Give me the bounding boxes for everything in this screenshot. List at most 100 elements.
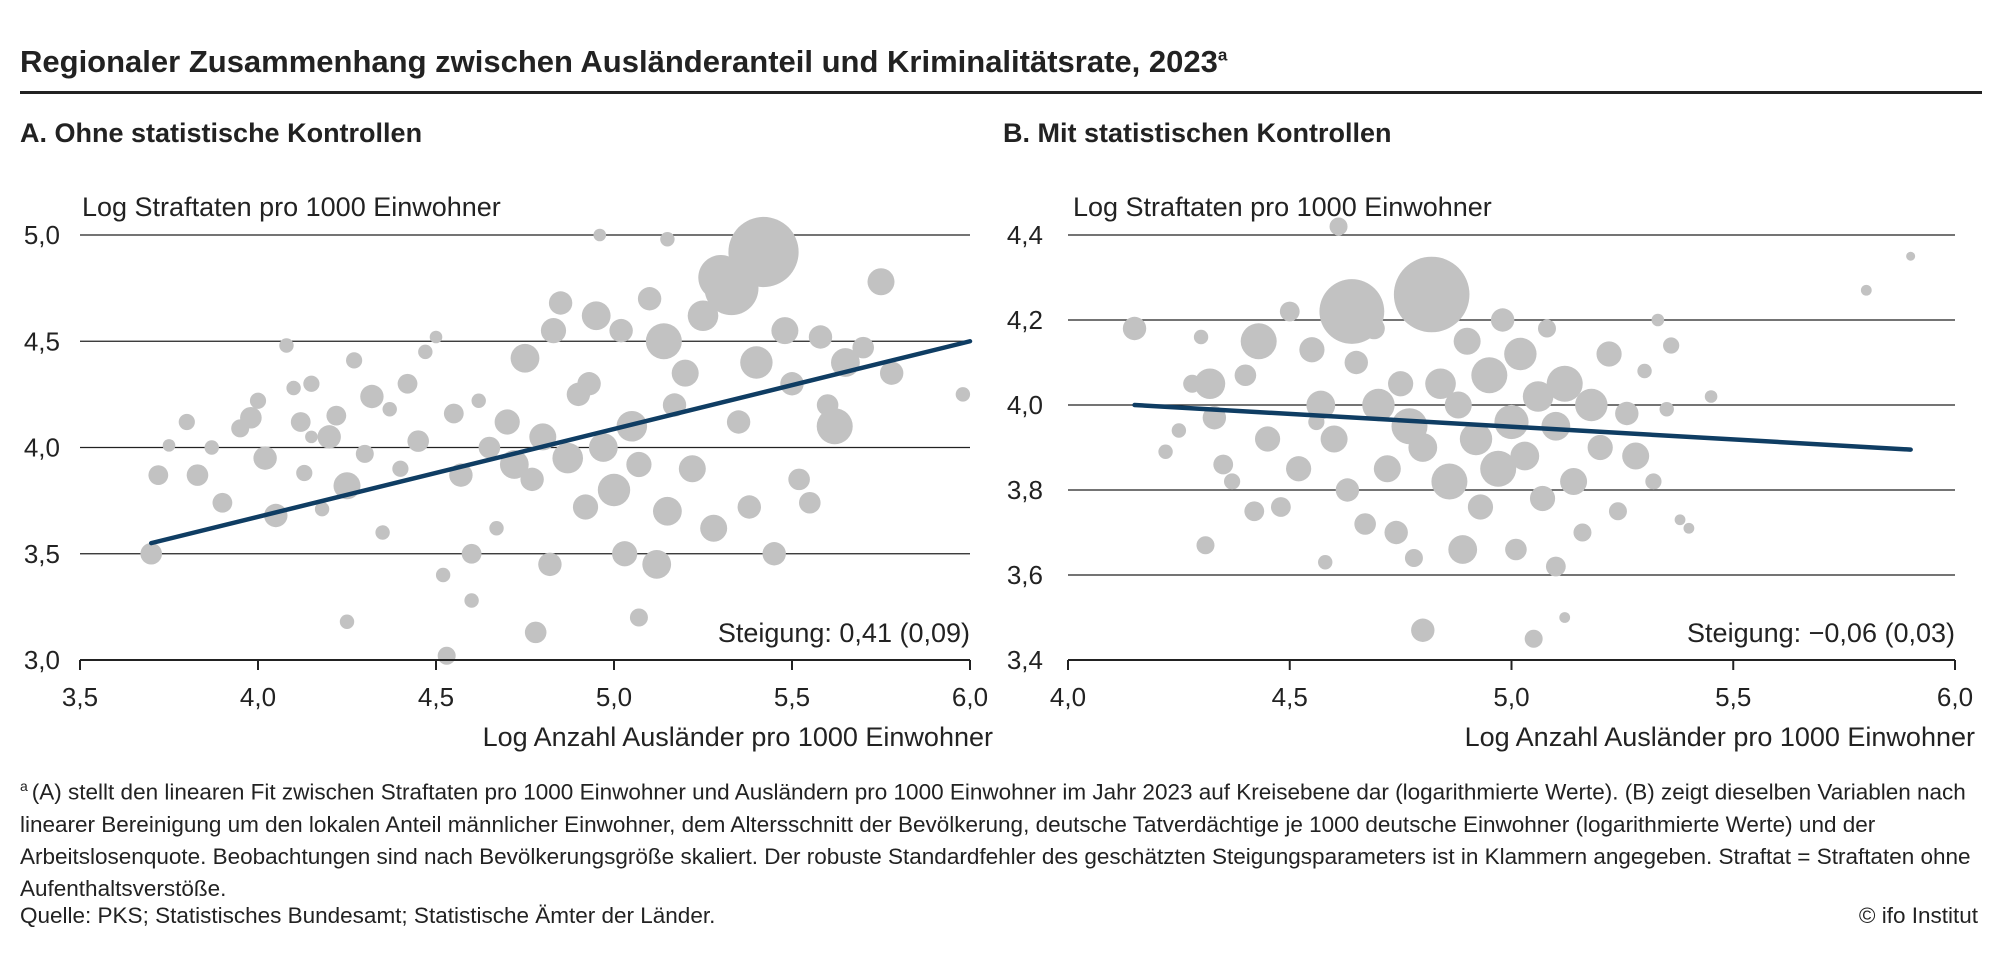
y-tick-label-b: 3,6 (1007, 560, 1043, 590)
data-point-a (808, 325, 833, 349)
x-tick-label-b: 4,0 (1050, 682, 1086, 712)
data-point-a (140, 542, 162, 565)
data-point-b (1546, 365, 1583, 402)
y-tick-label-b: 4,4 (1007, 220, 1043, 250)
data-point-a (626, 451, 652, 478)
data-point-b (1240, 323, 1277, 360)
data-point-a (540, 318, 567, 344)
data-point-b (1194, 368, 1226, 400)
data-point-b (1223, 473, 1241, 490)
data-point-b (1448, 535, 1478, 564)
data-point-a (317, 425, 341, 449)
footnote-marker: a (20, 778, 28, 794)
data-point-b (1384, 520, 1408, 545)
data-point-a (204, 440, 219, 455)
data-point-b (1373, 455, 1401, 483)
data-point-b (1683, 522, 1695, 534)
data-point-b (1404, 549, 1423, 567)
data-point-b (1388, 371, 1414, 397)
data-point-b (1279, 301, 1300, 322)
data-point-b (1510, 441, 1540, 471)
data-point-a (548, 291, 573, 315)
copyright: © ifo Institut (1858, 903, 1978, 928)
data-point-b (1171, 423, 1187, 438)
title-footnote-marker: a (1217, 45, 1228, 65)
data-point-b (1213, 454, 1234, 475)
data-point-b (1587, 434, 1613, 461)
fit-line-a (148, 339, 973, 546)
data-point-a (407, 430, 430, 452)
data-point-b (1545, 556, 1566, 577)
data-point-b (1254, 426, 1281, 452)
data-point-b (1596, 341, 1622, 367)
data-point-a (597, 473, 631, 507)
data-point-a (593, 228, 607, 242)
data-point-b (1494, 404, 1529, 440)
data-point-a (148, 465, 169, 486)
y-tick-label-a: 4,0 (24, 433, 60, 463)
data-point-b (1270, 497, 1291, 517)
data-point-b (1335, 478, 1360, 502)
data-point-b (1541, 411, 1571, 441)
data-point-a (178, 413, 195, 431)
data-point-b (1411, 618, 1435, 642)
data-point-a (609, 318, 633, 343)
data-point-a (212, 492, 233, 513)
data-point-b (1704, 390, 1718, 403)
data-point-a (762, 542, 786, 566)
data-point-a (471, 393, 486, 408)
data-point-a (240, 406, 262, 429)
data-point-b (1651, 313, 1665, 327)
data-point-b (1524, 629, 1543, 648)
x-tick-label-b: 4,5 (1272, 682, 1308, 712)
data-point-b (1615, 401, 1639, 426)
data-point-a (637, 287, 662, 311)
data-point-a (489, 521, 504, 536)
y-tick-label-a: 3,0 (24, 645, 60, 675)
x-tick-label-b: 5,5 (1715, 682, 1751, 712)
data-point-b (1663, 337, 1680, 354)
data-point-a (538, 552, 562, 577)
data-point-b (1193, 329, 1209, 345)
data-point-b (1244, 501, 1265, 522)
panel-a-title: A. Ohne statistische Kontrollen (20, 118, 423, 148)
data-point-b (1575, 388, 1608, 422)
y-axis-label-a: Log Straftaten pro 1000 Einwohner (82, 192, 501, 222)
data-point-b (1320, 425, 1348, 453)
data-point-b (1354, 513, 1376, 535)
y-tick-label-b: 4,2 (1007, 305, 1043, 335)
data-point-b (1196, 536, 1215, 555)
footnote: a (A) stellt den linearen Fit zwischen St… (20, 770, 1980, 905)
source-note: Quelle: PKS; Statistisches Bundesamt; St… (20, 903, 716, 928)
data-point-b (1363, 317, 1385, 340)
data-point-a (799, 491, 821, 514)
y-tick-label-a: 5,0 (24, 220, 60, 250)
data-point-a (290, 412, 311, 432)
slope-annotation-a: Steigung: 0,41 (0,09) (718, 618, 970, 648)
x-tick-label-a: 3,5 (62, 682, 98, 712)
data-point-a (478, 436, 501, 459)
data-point-a (520, 467, 544, 492)
data-point-a (588, 433, 618, 462)
data-point-a (737, 495, 761, 519)
data-point-a (552, 442, 584, 474)
data-point-a (162, 439, 176, 452)
data-point-a (435, 567, 451, 583)
y-tick-label-b: 3,8 (1007, 475, 1043, 505)
data-point-b (1431, 463, 1468, 500)
data-point-a (660, 232, 675, 247)
data-point-a (279, 338, 294, 353)
slope-annotation-b: Steigung: −0,06 (0,03) (1687, 618, 1955, 648)
data-point-b (1674, 514, 1686, 526)
fit-line-b (1132, 402, 1913, 452)
y-tick-label-a: 3,5 (24, 539, 60, 569)
x-tick-label-a: 4,0 (240, 682, 276, 712)
data-point-a (346, 352, 363, 369)
data-point-a (464, 593, 479, 608)
data-point-b (1318, 555, 1333, 570)
data-point-b (1573, 523, 1592, 542)
data-point-b (1504, 337, 1537, 371)
data-point-b (1467, 494, 1494, 520)
data-point-a (852, 336, 874, 359)
